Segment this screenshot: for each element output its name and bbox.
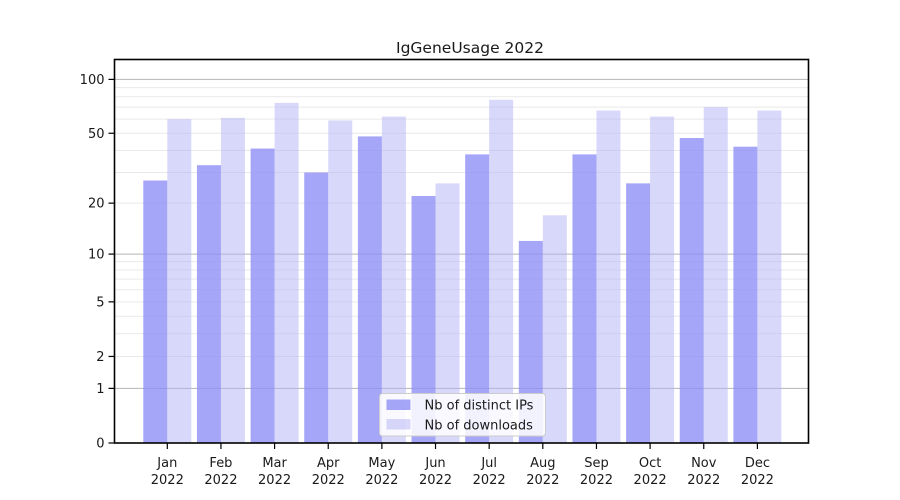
y-tick-label: 20 xyxy=(88,197,105,212)
x-tick-label-year: 2022 xyxy=(473,473,506,488)
x-tick-label-month: Apr xyxy=(317,456,340,471)
x-tick-label-year: 2022 xyxy=(312,473,345,488)
bar-downloads-nov xyxy=(703,107,728,443)
bar-downloads-jul xyxy=(489,99,514,443)
bar-downloads-jan xyxy=(167,119,192,443)
bar-downloads-aug xyxy=(542,215,567,443)
x-tick-label-month: Aug xyxy=(530,456,555,471)
y-tick-label: 0 xyxy=(96,437,104,452)
bar-distinct-ips-mar xyxy=(250,148,275,443)
y-tick-label: 1 xyxy=(96,382,104,397)
x-tick-label-year: 2022 xyxy=(204,473,237,488)
x-tick-label-month: Jan xyxy=(156,456,177,471)
x-tick-label-month: Nov xyxy=(691,456,717,471)
bar-downloads-may xyxy=(381,116,406,444)
x-tick-label-year: 2022 xyxy=(258,473,291,488)
x-tick-label-year: 2022 xyxy=(741,473,774,488)
bar-distinct-ips-jan xyxy=(143,180,168,443)
bar-downloads-mar xyxy=(274,102,299,443)
x-tick-label-year: 2022 xyxy=(151,473,184,488)
bar-distinct-ips-nov xyxy=(679,138,704,444)
x-tick-label-year: 2022 xyxy=(687,473,720,488)
bar-distinct-ips-apr xyxy=(304,172,329,444)
legend-swatch-downloads xyxy=(386,419,411,430)
legend-label: Nb of distinct IPs xyxy=(425,399,534,414)
x-tick-label-month: Feb xyxy=(209,456,232,471)
x-tick-label-month: May xyxy=(368,456,395,471)
y-tick-label: 2 xyxy=(96,350,104,365)
x-tick-label-month: Jun xyxy=(424,456,445,471)
bar-downloads-oct xyxy=(650,116,675,444)
y-tick-label: 10 xyxy=(88,248,105,263)
x-tick-label-year: 2022 xyxy=(365,473,398,488)
y-tick-label: 100 xyxy=(80,73,105,88)
bar-downloads-apr xyxy=(328,120,353,443)
x-tick-label-month: Mar xyxy=(262,456,287,471)
x-tick-label-month: Dec xyxy=(745,456,770,471)
legend-box xyxy=(379,393,546,437)
bar-distinct-ips-oct xyxy=(626,183,651,443)
legend-swatch-distinct_ips xyxy=(386,399,411,410)
y-tick-label: 5 xyxy=(96,295,104,310)
x-tick-label-month: Sep xyxy=(584,456,609,471)
x-tick-label-month: Jul xyxy=(480,456,497,471)
bar-downloads-feb xyxy=(220,117,245,444)
x-tick-label-year: 2022 xyxy=(634,473,667,488)
bar-distinct-ips-feb xyxy=(196,165,221,443)
bar-distinct-ips-dec xyxy=(733,146,758,443)
plot-frame xyxy=(113,58,810,444)
bar-distinct-ips-may xyxy=(357,136,382,443)
x-tick-label-year: 2022 xyxy=(419,473,452,488)
x-tick-label-year: 2022 xyxy=(526,473,559,488)
chart-title: IgGeneUsage 2022 xyxy=(396,39,544,57)
bar-downloads-dec xyxy=(757,110,782,443)
bar-downloads-sep xyxy=(596,110,621,443)
x-tick-label-month: Oct xyxy=(639,456,661,471)
bar-distinct-ips-sep xyxy=(572,154,597,444)
x-tick-label-year: 2022 xyxy=(580,473,613,488)
y-tick-label: 50 xyxy=(88,127,105,142)
legend-label: Nb of downloads xyxy=(425,418,534,433)
